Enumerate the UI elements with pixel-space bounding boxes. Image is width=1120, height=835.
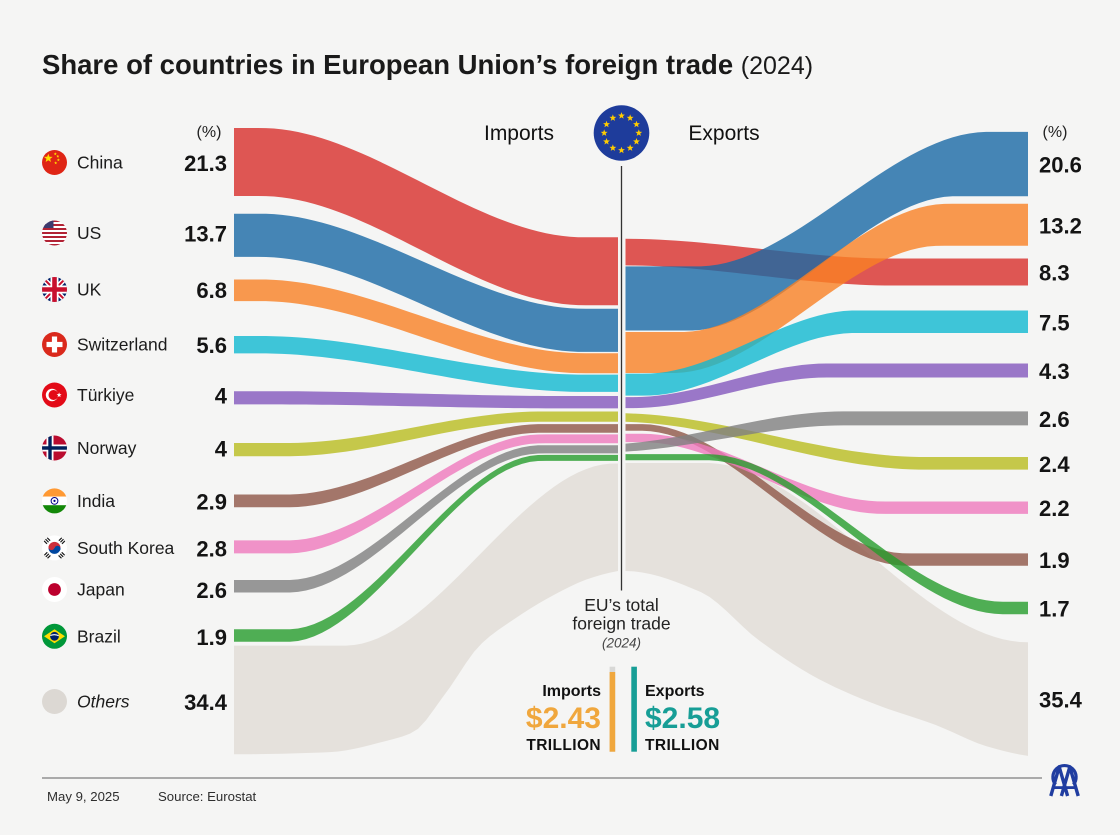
svg-text:2.8: 2.8 [196, 536, 227, 561]
svg-text:China: China [77, 153, 123, 173]
svg-text:Japan: Japan [77, 580, 125, 600]
svg-text:EU’s total: EU’s total [584, 595, 659, 615]
svg-text:1.9: 1.9 [1039, 548, 1070, 573]
svg-text:Share of countries in European: Share of countries in European Union’s f… [42, 49, 813, 80]
svg-text:1.7: 1.7 [1039, 597, 1070, 622]
svg-text:1.9: 1.9 [196, 625, 227, 650]
svg-text:21.3: 21.3 [184, 151, 227, 176]
svg-text:$2.43: $2.43 [526, 702, 601, 735]
svg-text:35.4: 35.4 [1039, 688, 1083, 713]
svg-text:Others: Others [77, 692, 130, 712]
svg-text:4.3: 4.3 [1039, 359, 1070, 384]
svg-text:2.6: 2.6 [1039, 407, 1070, 432]
svg-text:(%): (%) [197, 124, 222, 141]
svg-text:4: 4 [215, 437, 228, 462]
svg-text:(%): (%) [1043, 124, 1068, 141]
svg-text:2.2: 2.2 [1039, 496, 1070, 521]
svg-text:May 9, 2025: May 9, 2025 [47, 789, 120, 804]
svg-text:8.3: 8.3 [1039, 261, 1070, 286]
svg-text:Source: Eurostat: Source: Eurostat [158, 789, 257, 804]
svg-text:Norway: Norway [77, 438, 137, 458]
svg-text:UK: UK [77, 280, 102, 300]
svg-text:13.2: 13.2 [1039, 213, 1082, 238]
svg-text:Imports: Imports [542, 683, 601, 700]
svg-text:2.4: 2.4 [1039, 452, 1070, 477]
svg-text:4: 4 [215, 384, 228, 409]
svg-text:2.9: 2.9 [196, 489, 227, 514]
svg-text:Imports: Imports [484, 122, 554, 145]
svg-text:(2024): (2024) [602, 636, 641, 651]
svg-text:Brazil: Brazil [77, 626, 121, 646]
svg-text:$2.58: $2.58 [645, 702, 720, 735]
svg-text:Türkiye: Türkiye [77, 385, 134, 405]
svg-text:6.8: 6.8 [196, 278, 227, 303]
svg-text:13.7: 13.7 [184, 222, 227, 247]
svg-text:34.4: 34.4 [184, 690, 228, 715]
svg-text:India: India [77, 491, 115, 511]
svg-text:Exports: Exports [645, 683, 705, 700]
svg-text:20.6: 20.6 [1039, 153, 1082, 178]
svg-text:2.6: 2.6 [196, 578, 227, 603]
svg-text:Switzerland: Switzerland [77, 335, 167, 355]
svg-text:Exports: Exports [688, 122, 759, 145]
svg-text:foreign trade: foreign trade [572, 614, 670, 634]
svg-text:US: US [77, 223, 101, 243]
svg-text:5.6: 5.6 [196, 333, 227, 358]
svg-text:7.5: 7.5 [1039, 310, 1070, 335]
svg-text:TRILLION: TRILLION [526, 737, 601, 754]
svg-text:TRILLION: TRILLION [645, 737, 720, 754]
svg-text:South Korea: South Korea [77, 538, 175, 558]
